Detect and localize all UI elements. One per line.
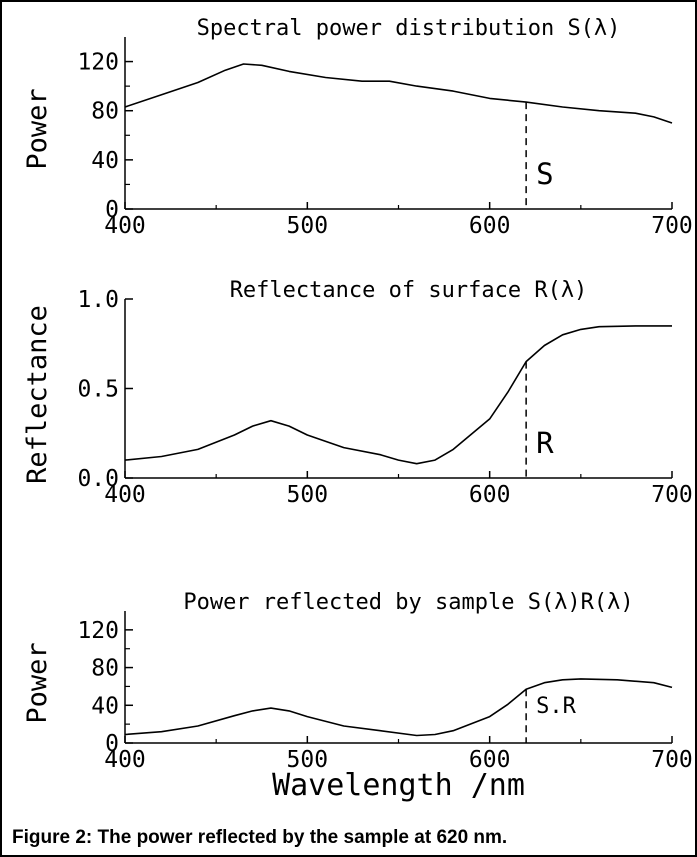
figure-caption: Figure 2: The power reflected by the sam…	[12, 827, 508, 848]
series-line	[124, 325, 672, 465]
y-tick-label: 0.5	[77, 377, 119, 403]
y-axis-label: Power	[22, 642, 53, 723]
y-tick-label: 1.0	[77, 287, 119, 313]
x-tick-label: 600	[469, 213, 511, 239]
x-tick-label: 400	[104, 482, 146, 508]
x-tick-label: 500	[287, 482, 329, 508]
y-tick-label: 0	[105, 197, 119, 223]
x-tick-label: 600	[469, 747, 511, 773]
y-tick-label: 40	[91, 148, 119, 174]
marker-label: S.R	[536, 694, 576, 719]
y-tick-label: 120	[77, 618, 119, 644]
y-tick-label: 0.0	[77, 466, 119, 492]
y-tick-label: 40	[91, 693, 119, 719]
x-tick-label: 400	[104, 747, 146, 773]
x-tick-label: 700	[651, 482, 693, 508]
series-line	[124, 63, 673, 124]
panel-title: Spectral power distribution S(λ)	[197, 16, 621, 41]
x-tick-label: 700	[651, 213, 693, 239]
x-tick-label: 700	[651, 747, 693, 773]
series-line	[124, 678, 673, 737]
x-tick-label: 500	[287, 747, 329, 773]
marker-label: S	[536, 157, 553, 191]
marker-label: R	[536, 426, 554, 460]
y-tick-label: 80	[91, 656, 119, 682]
x-tick-label: 600	[469, 482, 511, 508]
panel-title: Reflectance of surface R(λ)	[230, 278, 588, 303]
y-tick-label: 80	[91, 99, 119, 125]
y-axis-label: Reflectance	[22, 305, 53, 484]
x-axis-label: Wavelength /nm	[272, 768, 525, 803]
y-axis-label: Power	[22, 88, 53, 169]
y-tick-label: 0	[105, 731, 119, 757]
y-tick-label: 120	[77, 50, 119, 76]
x-tick-label: 500	[287, 213, 329, 239]
x-tick-label: 400	[104, 213, 146, 239]
panel-title: Power reflected by sample S(λ)R(λ)	[183, 590, 633, 615]
